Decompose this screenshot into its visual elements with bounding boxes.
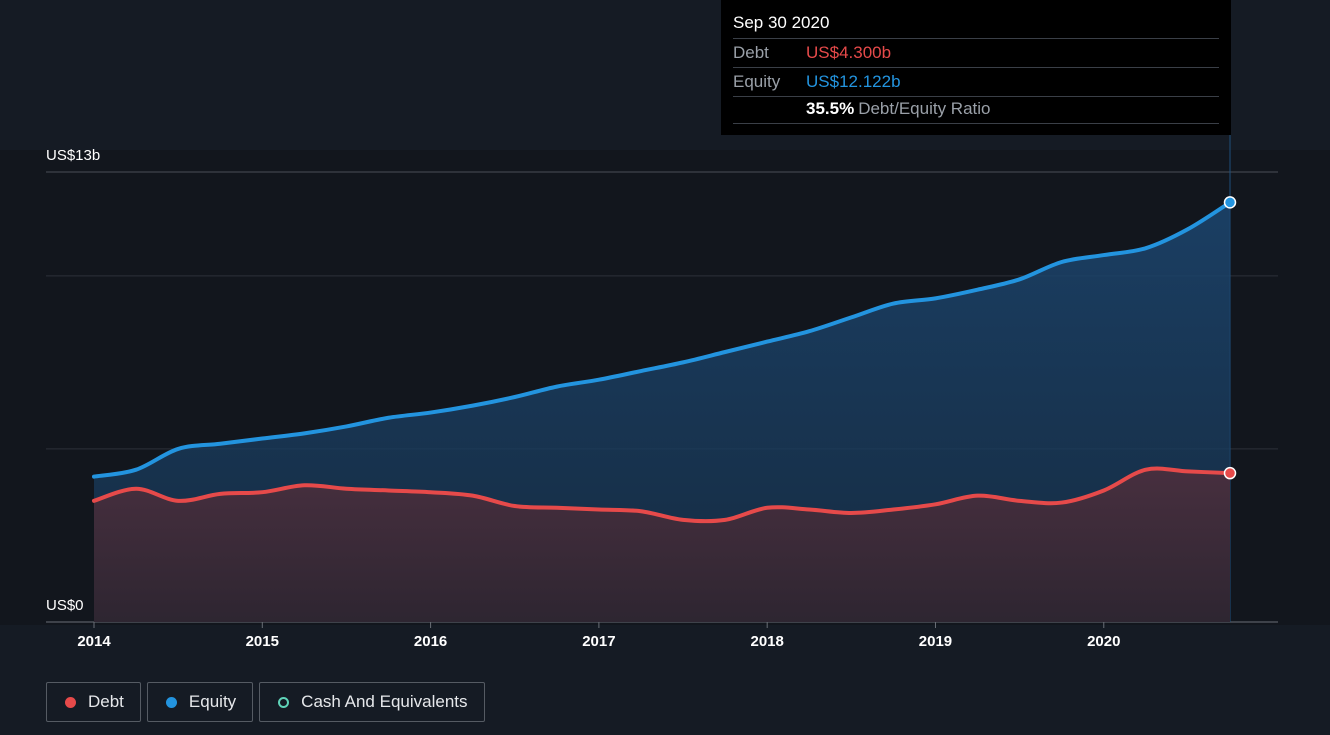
tooltip-ratio-row: 35.5% Debt/Equity Ratio	[733, 97, 1219, 124]
x-tick-label-2017: 2017	[582, 633, 615, 650]
debt-marker	[1223, 466, 1237, 480]
chart-tooltip: Sep 30 2020 Debt US$4.300b Equity US$12.…	[721, 0, 1231, 135]
x-tick-label-2016: 2016	[414, 633, 447, 650]
equity-marker	[1223, 196, 1237, 209]
tooltip-date: Sep 30 2020	[733, 12, 1219, 39]
x-tick-label-2015: 2015	[246, 633, 279, 650]
tooltip-debt-label: Debt	[733, 43, 769, 62]
tooltip-ratio-value: 35.5%	[806, 99, 855, 118]
debt-dot-icon	[65, 696, 76, 708]
x-tick-label-2014: 2014	[77, 633, 111, 650]
y-axis-min-label: US$0	[46, 597, 84, 614]
chart-legend: Debt Equity Cash And Equivalents	[46, 682, 485, 722]
equity-dot-icon	[165, 696, 177, 708]
x-tick-label-2020: 2020	[1087, 633, 1120, 650]
equity-line	[92, 200, 1232, 479]
tooltip-debt-row: Debt US$4.300b	[733, 39, 1219, 68]
tooltip-debt-value: US$4.300b	[806, 43, 892, 62]
legend-debt-button[interactable]: Debt	[46, 682, 141, 722]
debt-line	[92, 466, 1232, 524]
legend-debt-label: Debt	[88, 692, 124, 711]
legend-cash-button[interactable]: Cash And Equivalents	[259, 682, 485, 722]
legend-equity-label: Equity	[188, 692, 237, 711]
debt-area	[94, 468, 1230, 622]
legend-cash-label: Cash And Equivalents	[301, 692, 468, 711]
x-tick-label-2019: 2019	[919, 633, 952, 650]
legend-equity-button[interactable]: Equity	[146, 682, 254, 722]
debt-equity-chart: US$13b US$0 2014 2015 2016 2017 2018 2019 2020	[46, 135, 1278, 650]
tooltip-ratio-label: Debt/Equity Ratio	[858, 99, 991, 118]
x-tick-label-2018: 2018	[750, 633, 783, 650]
tooltip-equity-row: Equity US$12.122b	[733, 68, 1219, 97]
cash-dot-icon	[278, 696, 290, 708]
tooltip-equity-value: US$12.122b	[806, 72, 901, 91]
y-axis-max-label: US$13b	[46, 147, 100, 164]
tooltip-equity-label: Equity	[733, 72, 781, 91]
